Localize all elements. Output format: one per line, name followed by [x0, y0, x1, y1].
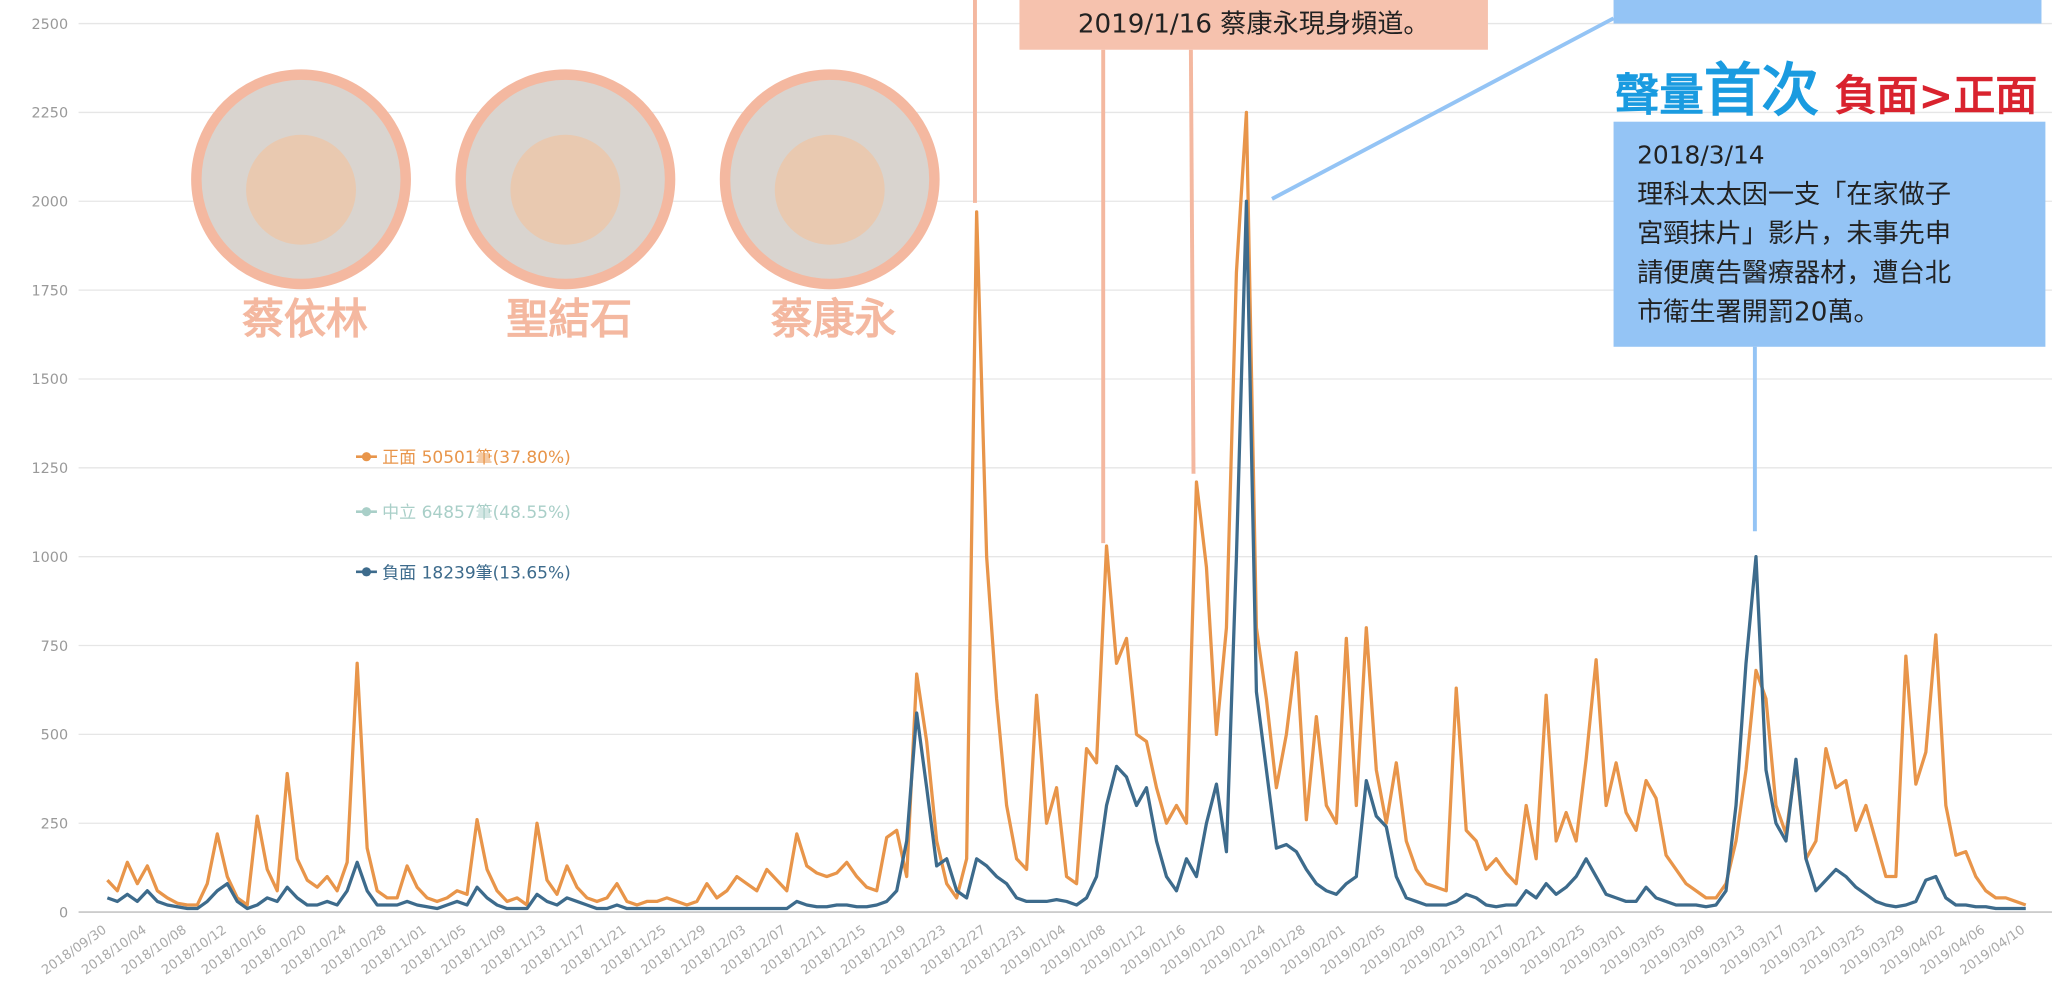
person-face — [775, 135, 885, 245]
person-name: 聖結石 — [507, 295, 633, 344]
headline-part: 負面>正面 — [1835, 71, 2038, 120]
headline-part: 首次 — [1704, 57, 1819, 124]
y-tick-label: 750 — [41, 639, 68, 655]
note-line: 請便廣告醫療器材，遭台北 — [1637, 258, 1951, 288]
y-tick-label: 2000 — [32, 194, 69, 210]
person-face — [246, 135, 356, 245]
legend-label: 負面 18239筆(13.65%) — [382, 563, 571, 583]
y-tick-label: 250 — [41, 816, 68, 832]
legend-marker — [362, 452, 371, 461]
person-name: 蔡康永 — [771, 295, 897, 344]
legend-marker — [362, 507, 371, 516]
note-line: 市衛生署開罰20萬。 — [1637, 298, 1880, 328]
headline: 聲量首次負面>正面 — [1615, 57, 2037, 124]
headline-part: 聲量 — [1615, 70, 1704, 121]
annotation-line — [1191, 50, 1194, 474]
note-line: 宮頸抹片」影片，未事先申 — [1637, 219, 1951, 249]
annotation-box — [1614, 0, 2042, 24]
y-tick-label: 1750 — [32, 283, 69, 299]
person-face — [510, 135, 620, 245]
y-tick-label: 0 — [59, 905, 68, 921]
legend-label: 中立 64857筆(48.55%) — [382, 503, 571, 523]
chart: 0 250 500 750 1000 1250 1500 1750 2000 2250 2500 20… — [0, 0, 2052, 1005]
y-tick-label: 500 — [41, 728, 68, 744]
note-line: 理科太太因一支「在家做子 — [1637, 180, 1951, 210]
y-tick-label: 1000 — [32, 550, 69, 566]
page: 0 250 500 750 1000 1250 1500 1750 2000 2250 2500 20… — [0, 0, 2052, 1005]
note-date: 2018/3/14 — [1637, 141, 1764, 170]
y-tick-label: 2500 — [32, 17, 69, 33]
y-tick-label: 1500 — [32, 372, 69, 388]
annotation-text: 2019/1/16 蔡康永現身頻道。 — [1078, 10, 1430, 40]
y-tick-label: 2250 — [32, 106, 69, 122]
legend-label: 正面 50501筆(37.80%) — [382, 448, 571, 468]
person-name: 蔡依林 — [242, 295, 368, 344]
y-tick-label: 1250 — [32, 461, 69, 477]
legend-marker — [362, 567, 371, 576]
